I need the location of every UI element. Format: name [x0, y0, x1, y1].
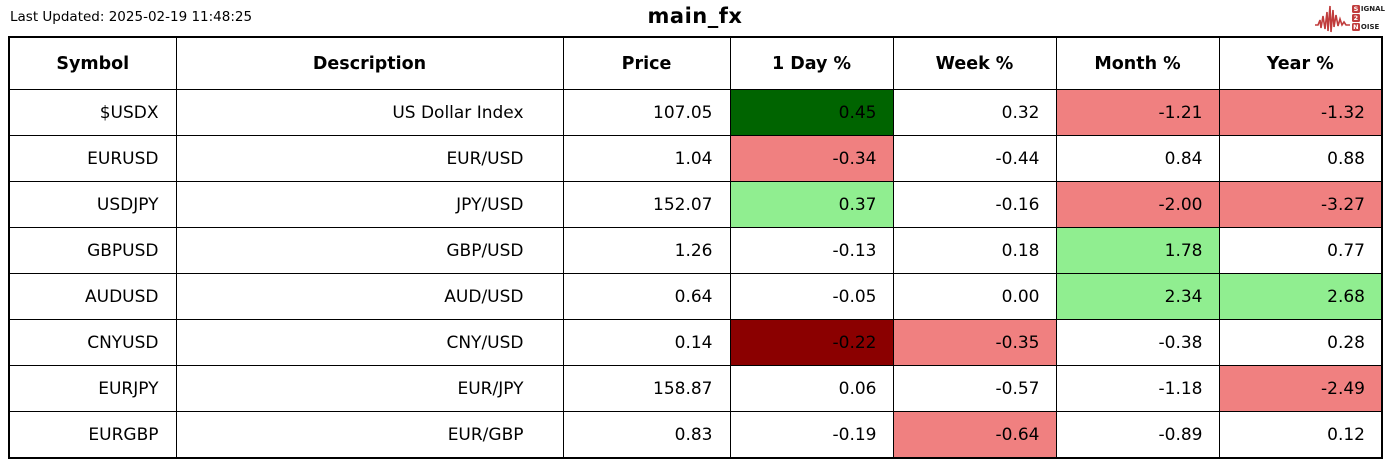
- cell-symbol: EURUSD: [8, 135, 177, 182]
- cell-description: EUR/USD: [175, 135, 564, 182]
- cell-price: 158.87: [562, 365, 731, 412]
- table-row: CNYUSD CNY/USD 0.14 -0.22 -0.35 -0.38 0.28: [8, 319, 1383, 366]
- table-row: $USDX US Dollar Index 107.05 0.45 0.32 -1.21-…: [8, 89, 1383, 136]
- cell-symbol: EURJPY: [8, 365, 177, 412]
- cell-year: 0.28: [1218, 319, 1383, 366]
- waveform-icon: [1314, 5, 1350, 33]
- last-updated-timestamp: Last Updated: 2025-02-19 11:48:25: [10, 9, 253, 25]
- fx-table-header: Symbol Description Price 1 Day % Week % Month…: [8, 36, 1383, 90]
- cell-symbol: USDJPY: [8, 181, 177, 228]
- cell-year: 2.68: [1218, 273, 1383, 320]
- cell-1-day: -0.13: [729, 227, 894, 274]
- cell-week: -0.57: [892, 365, 1057, 412]
- cell-month: -2.00: [1055, 181, 1220, 228]
- column-header-price: Price: [562, 36, 731, 90]
- logo-text: S IGNAL 2 N OISE: [1351, 4, 1385, 32]
- cell-week: 0.18: [892, 227, 1057, 274]
- cell-symbol: CNYUSD: [8, 319, 177, 366]
- cell-year: -2.49: [1218, 365, 1383, 412]
- signal2noise-logo: S IGNAL 2 N OISE: [1314, 2, 1385, 34]
- cell-week: 0.32: [892, 89, 1057, 136]
- cell-year: 0.77: [1218, 227, 1383, 274]
- cell-week: -0.44: [892, 135, 1057, 182]
- cell-month: 1.78: [1055, 227, 1220, 274]
- column-header-symbol: Symbol: [8, 36, 177, 90]
- table-row: EURJPY EUR/JPY 158.87 0.06 -0.57 -1.18 -2.49: [8, 365, 1383, 412]
- cell-month: -1.18: [1055, 365, 1220, 412]
- cell-price: 0.64: [562, 273, 731, 320]
- cell-symbol: AUDUSD: [8, 273, 177, 320]
- cell-week: 0.00: [892, 273, 1057, 320]
- cell-1-day: 0.06: [729, 365, 894, 412]
- cell-description: CNY/USD: [175, 319, 564, 366]
- column-header-description: Description: [175, 36, 564, 90]
- column-header-month: Month %: [1055, 36, 1220, 90]
- cell-1-day: -0.22: [729, 319, 894, 366]
- table-row: EURGBP EUR/GBP 0.83 -0.19 -0.64 -0.89 0.12: [8, 411, 1383, 459]
- cell-price: 1.04: [562, 135, 731, 182]
- cell-price: 0.83: [562, 411, 731, 459]
- fx-table-body: $USDX US Dollar Index 107.05 0.45 0.32 -1.21-…: [8, 89, 1383, 459]
- cell-month: -0.89: [1055, 411, 1220, 459]
- table-row: EURUSD EUR/USD 1.04 -0.34 -0.44 0.84 0.88: [8, 135, 1383, 182]
- cell-month: -0.38: [1055, 319, 1220, 366]
- cell-symbol: GBPUSD: [8, 227, 177, 274]
- cell-year: 0.12: [1218, 411, 1383, 459]
- cell-week: -0.64: [892, 411, 1057, 459]
- cell-price: 107.05: [562, 89, 731, 136]
- logo-letter-2: 2: [1351, 14, 1360, 22]
- cell-description: AUD/USD: [175, 273, 564, 320]
- table-row: USDJPY JPY/USD 152.07 0.37 -0.16 -2.00 -3.27: [8, 181, 1383, 228]
- cell-year: -1.32: [1218, 89, 1383, 136]
- cell-description: GBP/USD: [175, 227, 564, 274]
- logo-word-noise: OISE: [1360, 22, 1380, 31]
- cell-price: 0.14: [562, 319, 731, 366]
- cell-symbol: EURGBP: [8, 411, 177, 459]
- cell-month: 0.84: [1055, 135, 1220, 182]
- cell-1-day: -0.34: [729, 135, 894, 182]
- cell-week: -0.16: [892, 181, 1057, 228]
- cell-week: -0.35: [892, 319, 1057, 366]
- cell-1-day: -0.19: [729, 411, 894, 459]
- page-title: main_fx: [647, 4, 743, 28]
- column-header-week: Week %: [892, 36, 1057, 90]
- cell-month: -1.21: [1055, 89, 1220, 136]
- column-header-1-day: 1 Day %: [729, 36, 894, 90]
- cell-year: 0.88: [1218, 135, 1383, 182]
- cell-month: 2.34: [1055, 273, 1220, 320]
- cell-price: 152.07: [562, 181, 731, 228]
- cell-1-day: 0.45: [729, 89, 894, 136]
- cell-description: JPY/USD: [175, 181, 564, 228]
- cell-symbol: $USDX: [8, 89, 177, 136]
- cell-description: US Dollar Index: [175, 89, 564, 136]
- cell-1-day: -0.05: [729, 273, 894, 320]
- logo-letter-s: S: [1351, 5, 1360, 13]
- table-row: AUDUSD AUD/USD 0.64 -0.05 0.00 2.34 2.68: [8, 273, 1383, 320]
- column-header-year: Year %: [1218, 36, 1383, 90]
- table-row: GBPUSD GBP/USD 1.26 -0.13 0.18 1.78 0.77: [8, 227, 1383, 274]
- cell-1-day: 0.37: [729, 181, 894, 228]
- cell-price: 1.26: [562, 227, 731, 274]
- logo-letter-n: N: [1351, 23, 1360, 31]
- header-row: Symbol Description Price 1 Day % Week % Month…: [8, 36, 1383, 90]
- fx-table: Symbol Description Price 1 Day % Week % Month…: [8, 36, 1383, 459]
- cell-description: EUR/JPY: [175, 365, 564, 412]
- cell-description: EUR/GBP: [175, 411, 564, 459]
- logo-word-signal: IGNAL: [1360, 4, 1385, 13]
- cell-year: -3.27: [1218, 181, 1383, 228]
